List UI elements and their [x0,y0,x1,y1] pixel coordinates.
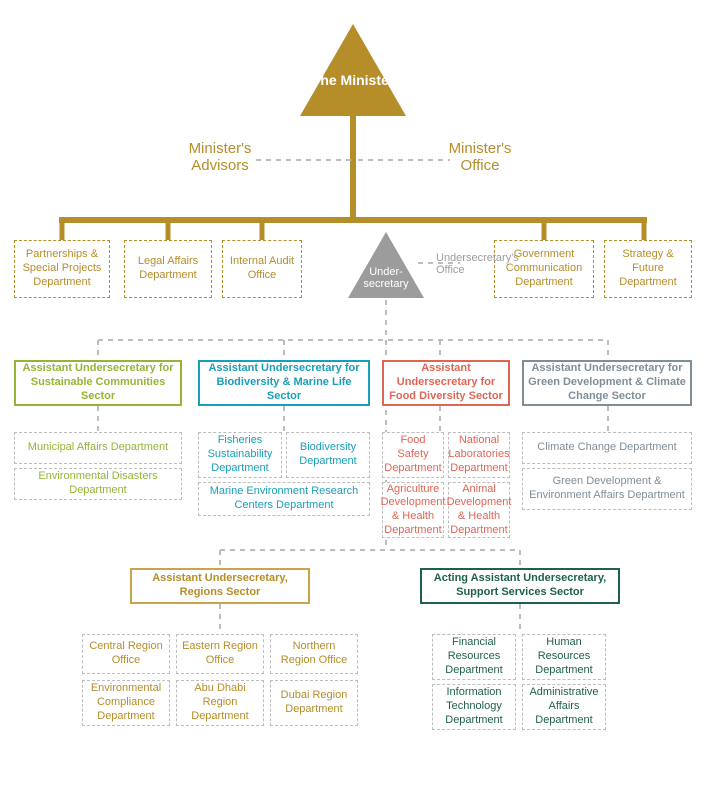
env-compliance-dept: Environmental Compliance Department [82,680,170,726]
minister-label: The Minister [300,72,406,88]
eastern-region-office: Eastern Region Office [176,634,264,674]
sector-biodiversity-marine: Assistant Undersecretary for Biodiversit… [198,360,370,406]
legal-affairs-dept: Legal Affairs Department [124,240,212,298]
animal-dev-dept: Animal Development & Health Department [448,482,510,538]
sector-green-development: Assistant Undersecretary for Green Devel… [522,360,692,406]
undersecretarys-office-label: Undersecretary's Office [436,252,556,276]
ministers-office-label: Minister's Office [420,140,540,174]
green-dev-env-dept: Green Development & Environment Affairs … [522,468,692,510]
sector-sustainable-communities: Assistant Undersecretary for Sustainable… [14,360,182,406]
central-region-office: Central Region Office [82,634,170,674]
partnerships-dept: Partnerships & Special Projects Departme… [14,240,110,298]
fisheries-sustainability-dept: Fisheries Sustainability Department [198,432,282,478]
biodiversity-dept: Biodiversity Department [286,432,370,478]
it-dept: Information Technology Department [432,684,516,730]
minister-triangle: The Minister [300,24,406,116]
financial-resources-dept: Financial Resources Department [432,634,516,680]
internal-audit-office: Internal Audit Office [222,240,302,298]
environmental-disasters-dept: Environmental Disasters Department [14,468,182,500]
sector-support-services: Acting Assistant Undersecretary, Support… [420,568,620,604]
marine-env-research-dept: Marine Environment Research Centers Depa… [198,482,370,516]
human-resources-dept: Human Resources Department [522,634,606,680]
ministers-advisors-label: Minister's Advisors [160,140,280,174]
dubai-region-dept: Dubai Region Department [270,680,358,726]
sector-regions: Assistant Undersecretary, Regions Sector [130,568,310,604]
climate-change-dept: Climate Change Department [522,432,692,464]
admin-affairs-dept: Administrative Affairs Department [522,684,606,730]
org-chart-canvas: The Minister Minister's Advisors Ministe… [0,0,706,795]
northern-region-office: Northern Region Office [270,634,358,674]
agriculture-dev-dept: Agriculture Development & Health Departm… [382,482,444,538]
municipal-affairs-dept: Municipal Affairs Department [14,432,182,464]
undersecretary-label: Under- secretary [348,266,424,290]
sector-food-diversity: Assistant Undersecretary for Food Divers… [382,360,510,406]
national-labs-dept: National Laboratories Department [448,432,510,478]
strategy-future-dept: Strategy & Future Department [604,240,692,298]
abu-dhabi-region-dept: Abu Dhabi Region Department [176,680,264,726]
food-safety-dept: Food Safety Department [382,432,444,478]
undersecretary-triangle: Under- secretary [348,232,424,298]
